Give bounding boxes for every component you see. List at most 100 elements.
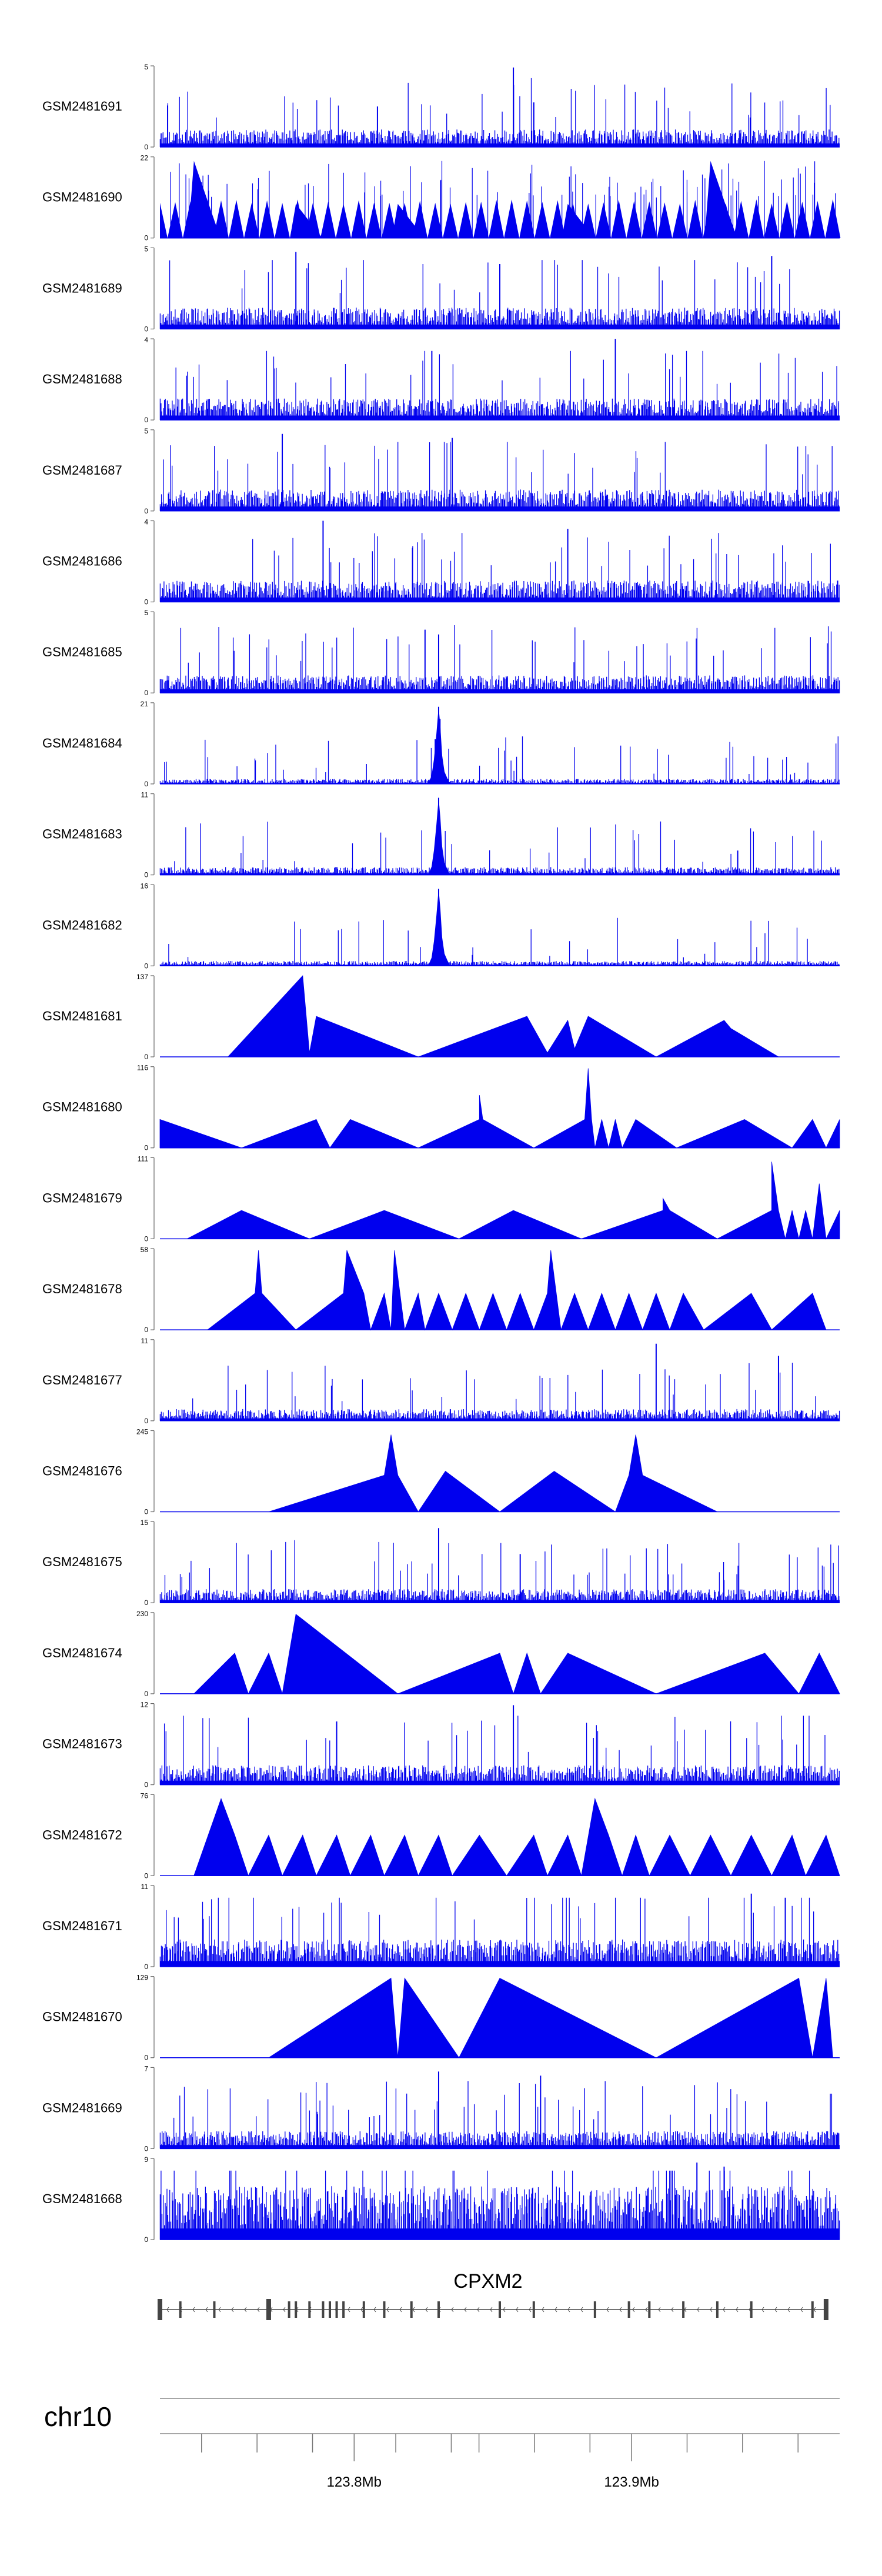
track-GSM2481677: GSM2481677 11 0 xyxy=(42,1337,840,1425)
signal-floor xyxy=(160,143,840,147)
y-zero-label: 0 xyxy=(144,1144,148,1152)
y-zero-label: 0 xyxy=(144,143,148,151)
y-zero-label: 0 xyxy=(144,1599,148,1607)
signal-area xyxy=(187,1162,840,1240)
track-GSM2481684: GSM2481684 21 0 xyxy=(42,700,840,788)
strand-arrow xyxy=(632,2307,635,2313)
y-max-label: 11 xyxy=(141,791,149,799)
track-label: GSM2481678 xyxy=(42,1282,122,1296)
y-max-label: 245 xyxy=(136,1428,148,1436)
signal-peak xyxy=(562,203,594,238)
y-max-label: 230 xyxy=(136,1610,148,1618)
axis-tick-label: 123.8Mb xyxy=(327,2474,382,2490)
strand-arrow xyxy=(710,2307,713,2313)
strand-arrow xyxy=(348,2307,350,2313)
gene-exon xyxy=(295,2301,298,2318)
track-GSM2481686: GSM2481686 4 0 xyxy=(42,518,840,606)
y-zero-label: 0 xyxy=(144,1508,148,1516)
y-max-label: 76 xyxy=(141,1791,149,1800)
gene-exon xyxy=(499,2301,501,2318)
y-max-label: 4 xyxy=(144,518,148,526)
strand-arrow xyxy=(658,2307,661,2313)
signal-bars xyxy=(159,533,840,602)
y-zero-label: 0 xyxy=(144,1963,148,1971)
gene-exon xyxy=(383,2301,386,2318)
y-max-label: 5 xyxy=(144,609,148,617)
track-GSM2481673: GSM2481673 12 0 xyxy=(42,1701,840,1789)
strand-arrow xyxy=(723,2307,726,2313)
y-zero-label: 0 xyxy=(144,598,148,606)
y-max-label: 11 xyxy=(141,1337,149,1345)
track-GSM2481670: GSM2481670 129 0 xyxy=(42,1974,840,2062)
signal-bars xyxy=(159,821,840,875)
y-max-label: 4 xyxy=(144,336,148,344)
signal-peak xyxy=(427,706,450,784)
signal-floor xyxy=(160,1418,840,1421)
y-zero-label: 0 xyxy=(144,2144,148,2153)
strand-arrow xyxy=(619,2307,622,2313)
track-label: GSM2481668 xyxy=(42,2191,122,2206)
strand-arrow xyxy=(231,2307,234,2313)
gene-exon xyxy=(158,2299,162,2320)
track-label: GSM2481675 xyxy=(42,1554,122,1569)
gene-exon xyxy=(213,2301,216,2318)
track-label: GSM2481691 xyxy=(42,99,122,114)
signal-area xyxy=(159,1068,840,1149)
track-label: GSM2481687 xyxy=(42,463,122,478)
strand-arrow xyxy=(800,2307,803,2313)
y-zero-label: 0 xyxy=(144,1053,148,1061)
signal-peak xyxy=(188,161,220,238)
gene-exon xyxy=(308,2301,311,2318)
track-GSM2481687: GSM2481687 5 0 xyxy=(42,427,840,515)
strand-arrow xyxy=(283,2307,286,2313)
track-label: GSM2481686 xyxy=(42,554,122,569)
strand-arrow xyxy=(736,2307,739,2313)
track-GSM2481680: GSM2481680 116 0 xyxy=(42,1064,840,1152)
y-zero-label: 0 xyxy=(144,871,148,879)
signal-floor xyxy=(160,415,840,421)
strand-arrow xyxy=(774,2307,777,2313)
signal-bars xyxy=(159,625,840,693)
genome-axis: 123.8Mb 123.9Mb xyxy=(201,2434,799,2490)
strand-arrow xyxy=(464,2307,467,2313)
signal-area xyxy=(268,1434,718,1513)
track-label: GSM2481690 xyxy=(42,190,122,205)
track-GSM2481690: GSM2481690 22 0 xyxy=(42,154,841,242)
chromosome-ideogram: chr10 xyxy=(44,2398,840,2434)
gene-label: CPXM2 xyxy=(453,2270,522,2293)
strand-arrow xyxy=(218,2307,221,2313)
signal-floor xyxy=(160,965,840,966)
y-zero-label: 0 xyxy=(144,507,148,515)
signal-area xyxy=(193,1613,840,1695)
strand-arrow xyxy=(412,2307,415,2313)
track-label: GSM2481671 xyxy=(42,1918,122,1933)
y-max-label: 58 xyxy=(141,1246,149,1254)
y-max-label: 116 xyxy=(137,1064,148,1072)
track-GSM2481669: GSM2481669 7 0 xyxy=(42,2064,840,2153)
chromosome-label: chr10 xyxy=(44,2401,112,2432)
signal-area xyxy=(206,1250,827,1331)
track-GSM2481689: GSM2481689 5 0 xyxy=(42,245,840,333)
signal-bars xyxy=(159,917,840,966)
y-zero-label: 0 xyxy=(144,1690,148,1698)
y-zero-label: 0 xyxy=(144,1871,148,1880)
gene-exon xyxy=(811,2301,814,2318)
track-label: GSM2481688 xyxy=(42,372,122,386)
track-GSM2481671: GSM2481671 11 0 xyxy=(42,1883,840,1971)
gene-exon xyxy=(532,2301,535,2318)
signal-bars xyxy=(159,351,840,421)
strand-arrow xyxy=(671,2307,674,2313)
gene-exon xyxy=(288,2301,290,2318)
strand-arrow xyxy=(542,2307,544,2313)
signal-floor xyxy=(160,783,840,784)
y-max-label: 5 xyxy=(144,63,148,71)
gene-exon xyxy=(410,2301,413,2318)
signal-area xyxy=(268,1977,833,2058)
gene-exon xyxy=(362,2301,365,2318)
track-GSM2481691: GSM2481691 5 0 xyxy=(42,63,840,151)
y-max-label: 137 xyxy=(136,973,148,981)
track-GSM2481688: GSM2481688 4 0 xyxy=(42,336,840,424)
track-label: GSM2481673 xyxy=(42,1737,122,1751)
